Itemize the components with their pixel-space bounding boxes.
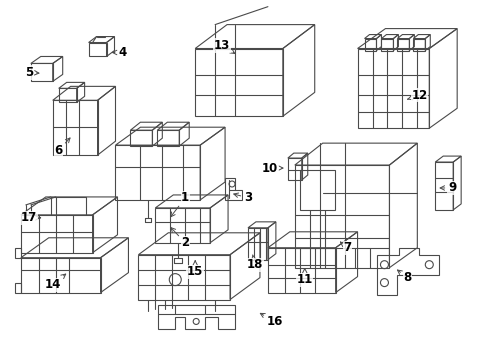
Text: 5: 5 (25, 66, 39, 79)
Text: 18: 18 (246, 255, 263, 271)
Text: 13: 13 (214, 39, 234, 53)
Text: 12: 12 (407, 89, 427, 102)
Text: 2: 2 (171, 228, 189, 249)
Text: 4: 4 (112, 46, 126, 59)
Text: 16: 16 (260, 313, 283, 328)
Text: 10: 10 (261, 162, 283, 175)
Text: 11: 11 (296, 269, 312, 286)
Text: 14: 14 (44, 274, 65, 291)
Text: 15: 15 (186, 261, 203, 278)
Text: 7: 7 (340, 241, 351, 254)
Text: 17: 17 (20, 211, 41, 224)
Text: 8: 8 (397, 270, 411, 284)
Text: 3: 3 (233, 192, 251, 204)
Text: 1: 1 (170, 192, 189, 217)
Text: 9: 9 (439, 181, 455, 194)
Text: 6: 6 (55, 138, 70, 157)
